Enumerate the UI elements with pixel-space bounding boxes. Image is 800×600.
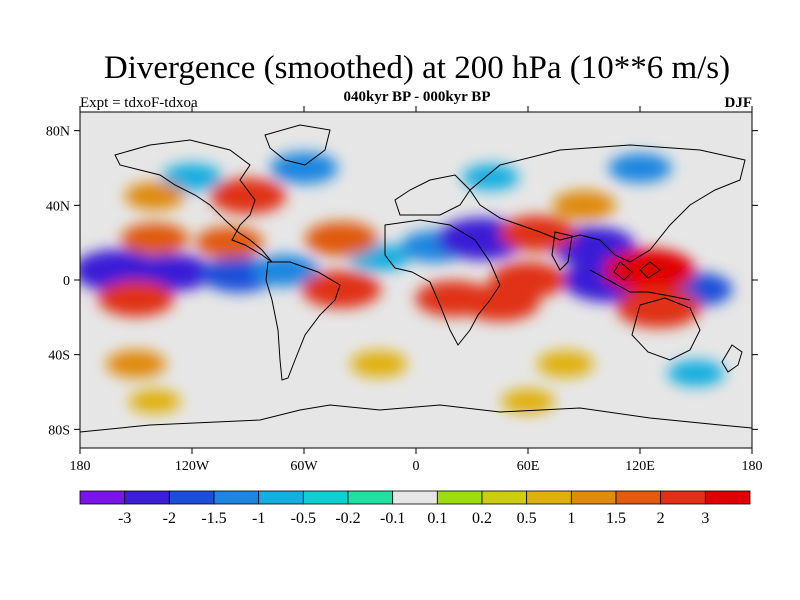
north-america-coastline [114, 139, 273, 263]
south-america-coastline [265, 261, 341, 381]
y-tick-label-0: 80N [46, 125, 70, 140]
field-anomaly-19 [603, 248, 696, 293]
x-tick-label-2: 60W [290, 459, 318, 474]
y-tick-label-2: 0 [63, 274, 70, 289]
field-anomaly-21 [162, 163, 222, 192]
colorbar-swatch-14 [704, 490, 751, 505]
colorbar-label-12: 2 [657, 510, 665, 527]
field-anomaly-28 [106, 350, 166, 378]
colorbar-swatch-10 [526, 490, 572, 505]
asia-coastline [469, 144, 746, 263]
field-anomaly-31 [667, 360, 725, 387]
season-label: DJF [724, 95, 753, 111]
australia-coastline [631, 297, 701, 361]
colorbar-label-1: -2 [163, 510, 176, 527]
colorbar-label-3: -1 [252, 510, 265, 527]
field-anomaly-23 [462, 164, 520, 191]
colorbar-swatch-1 [124, 490, 170, 505]
field-anomaly-17 [490, 262, 566, 298]
colorbar-swatch-12 [615, 490, 662, 505]
x-tick-label-1: 120W [175, 459, 210, 474]
colorbar-swatch-5 [302, 490, 349, 505]
new-zealand-coastline [721, 344, 743, 373]
europe-coastline [394, 174, 471, 216]
y-tick-label-1: 40N [46, 199, 70, 214]
colorbar-label-7: 0.1 [427, 510, 447, 527]
colorbar-label-10: 1 [567, 510, 575, 527]
field-anomaly-30 [536, 350, 594, 378]
field-anomaly-32 [128, 389, 181, 414]
colorbar-label-2: -1.5 [201, 510, 226, 527]
colorbar-swatch-8 [436, 490, 483, 505]
colorbar-label-4: -0.5 [291, 510, 316, 527]
colorbar-swatch-9 [481, 490, 528, 505]
chart-subtitle: 040kyr BP - 000kyr BP [343, 89, 491, 105]
greenland-coastline [264, 124, 331, 166]
colorbar-label-5: -0.2 [335, 510, 360, 527]
indonesia-coastline [589, 261, 691, 301]
x-tick-label-5: 120E [625, 459, 655, 474]
field-anomaly-14 [301, 270, 381, 309]
field-anomaly-12 [304, 221, 378, 257]
plot-area [79, 111, 753, 449]
field-anomaly-11 [195, 226, 264, 259]
axes: 180 120W 60W 0 60E 120E 180 80N 40N 0 40S 80S [46, 106, 763, 474]
field-anomaly-24 [608, 153, 672, 183]
colorbar-swatch-13 [660, 490, 706, 505]
field-anomaly-33 [501, 388, 555, 414]
field-anomaly-29 [350, 350, 408, 378]
colorbar-label-6: -0.1 [380, 510, 405, 527]
y-tick-label-3: 40S [48, 349, 70, 364]
colorbar: -3 -2 -1.5 -1 -0.5 -0.2 -0.1 0.1 0.2 0.5 1 1.5 2 3 [79, 490, 751, 527]
field-anomaly-13 [98, 280, 174, 317]
x-tick-label-0: 180 [70, 459, 91, 474]
x-tick-label-6: 180 [742, 459, 763, 474]
colorbar-swatch-4 [258, 490, 304, 505]
colorbar-label-8: 0.2 [472, 510, 492, 527]
colorbar-swatch-2 [168, 490, 215, 505]
field-anomaly-18 [499, 215, 576, 252]
x-tick-label-3: 0 [413, 459, 420, 474]
antarctica-coastline [80, 404, 752, 433]
india-coastline [551, 231, 573, 271]
y-tick-label-4: 80S [48, 423, 70, 438]
experiment-label: Expt = tdxoF-tdxoa [80, 95, 198, 111]
field-anomaly-25 [124, 182, 185, 210]
field-anomaly-26 [210, 178, 286, 214]
chart-title: Divergence (smoothed) at 200 hPa (10**6 … [103, 50, 731, 86]
field-anomaly-27 [552, 190, 616, 221]
field-anomaly-10 [120, 222, 189, 255]
x-tick-label-4: 60E [517, 459, 540, 474]
colorbar-swatch-7 [392, 490, 438, 505]
field-anomaly-1 [133, 253, 213, 292]
coastlines [80, 124, 752, 433]
colorbar-swatch-3 [213, 490, 260, 505]
colorbar-label-13: 3 [701, 510, 709, 527]
colorbar-swatch-0 [79, 490, 126, 505]
africa-coastline [384, 219, 501, 346]
colorbar-label-11: 1.5 [606, 510, 626, 527]
colorbar-swatch-6 [347, 490, 394, 505]
colorbar-swatch-11 [570, 490, 617, 505]
colorbar-label-9: 0.5 [517, 510, 537, 527]
colorbar-label-0: -3 [118, 510, 131, 527]
